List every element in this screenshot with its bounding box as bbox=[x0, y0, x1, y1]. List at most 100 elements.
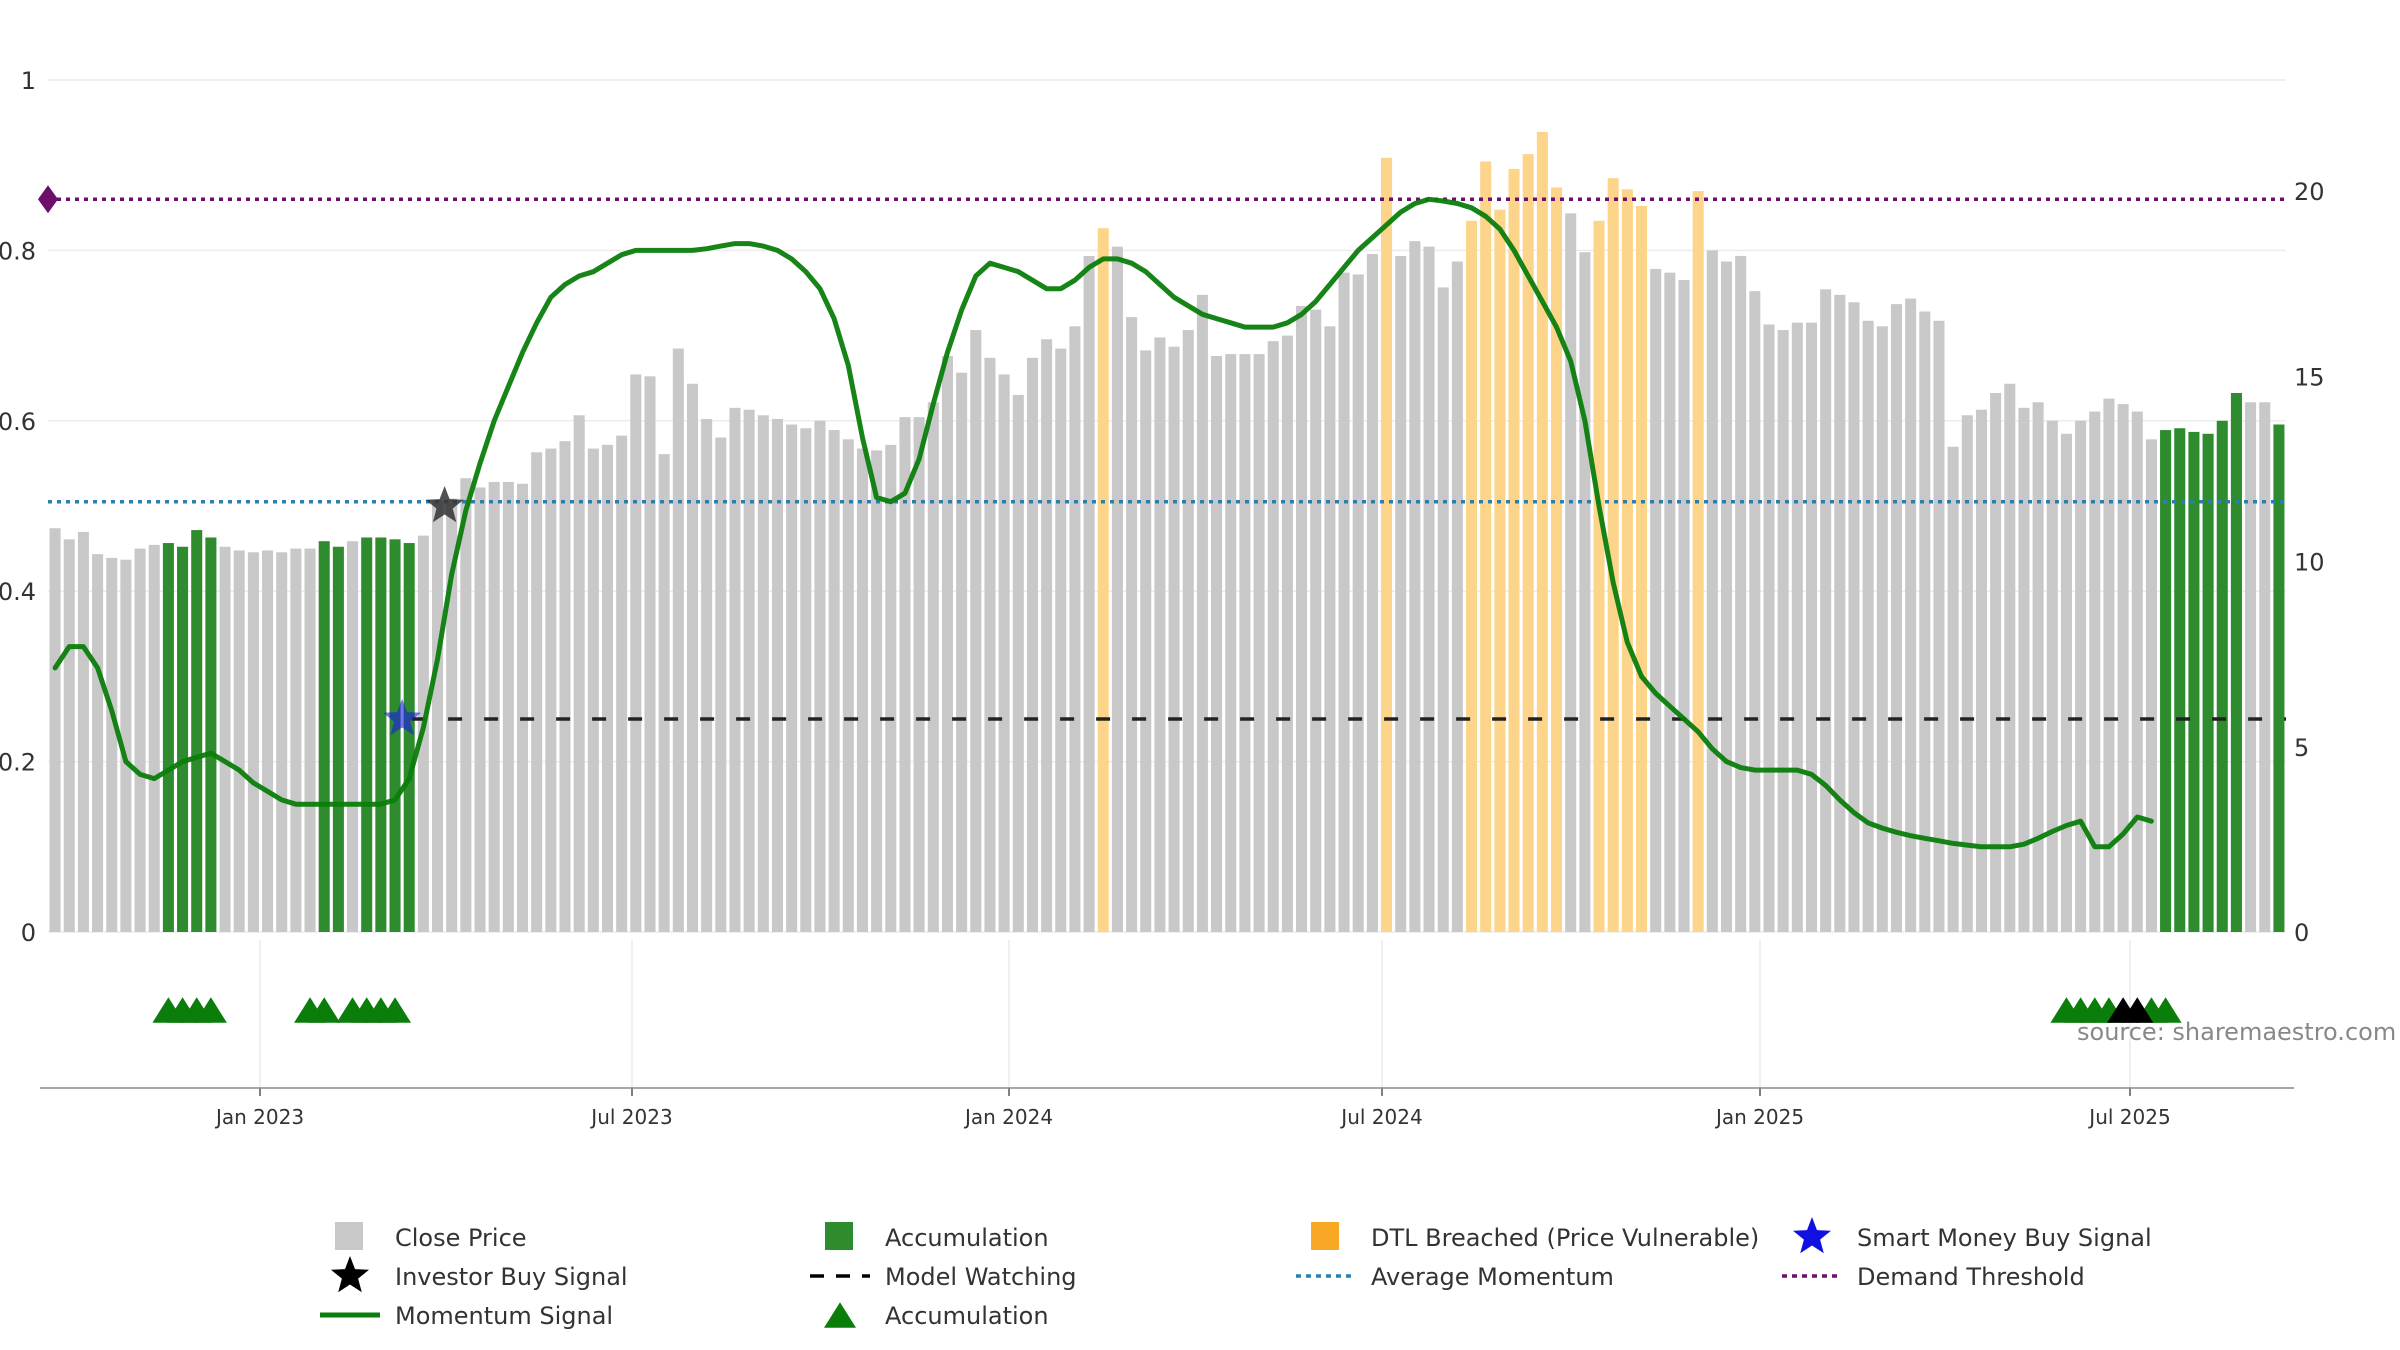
right-tick-label: 5 bbox=[2294, 734, 2309, 762]
price-bar-neutral bbox=[2060, 433, 2072, 932]
price-bar-neutral bbox=[1423, 246, 1435, 932]
price-bar-neutral bbox=[800, 428, 812, 932]
price-bar-accum bbox=[318, 541, 330, 932]
price-bar-neutral bbox=[1862, 320, 1874, 933]
markers-layer bbox=[152, 486, 2182, 1023]
left-tick-label: 0.2 bbox=[0, 749, 36, 777]
price-bar-neutral bbox=[842, 439, 854, 932]
price-bar-neutral bbox=[1253, 354, 1265, 933]
legend-triangle-accumulation bbox=[824, 1302, 856, 1328]
price-bar-neutral bbox=[1763, 324, 1775, 933]
price-bar-dtl bbox=[1508, 168, 1520, 932]
price-bar-neutral bbox=[1961, 415, 1973, 932]
price-bar-neutral bbox=[871, 450, 883, 932]
price-bar-neutral bbox=[913, 417, 925, 932]
left-tick-label: 0.4 bbox=[0, 578, 36, 606]
price-bar-neutral bbox=[1650, 268, 1662, 932]
price-bar-neutral bbox=[134, 548, 146, 932]
price-bar-dtl bbox=[1551, 187, 1563, 932]
price-bar-neutral bbox=[1154, 337, 1166, 933]
price-bar-neutral bbox=[970, 330, 982, 933]
price-bar-neutral bbox=[2245, 402, 2257, 932]
legend-label: Average Momentum bbox=[1371, 1263, 1614, 1291]
price-bar-accum bbox=[361, 537, 373, 932]
price-bar-neutral bbox=[2259, 402, 2271, 932]
legend-swatch-close-price bbox=[335, 1222, 363, 1250]
price-bar-dtl bbox=[1536, 131, 1548, 933]
price-bar-neutral bbox=[715, 437, 727, 932]
price-bar-accum bbox=[332, 546, 344, 932]
price-bar-neutral bbox=[474, 487, 486, 932]
price-bar-neutral bbox=[771, 418, 783, 932]
lines-layer bbox=[38, 185, 2286, 850]
right-tick-label: 20 bbox=[2294, 178, 2325, 206]
price-bar-neutral bbox=[1026, 357, 1038, 933]
price-bar-neutral bbox=[446, 498, 458, 932]
price-bar-neutral bbox=[630, 374, 642, 932]
price-bar-neutral bbox=[1805, 322, 1818, 933]
price-bar-neutral bbox=[262, 550, 274, 932]
price-bar-neutral bbox=[2046, 420, 2058, 932]
price-bar-neutral bbox=[743, 409, 755, 932]
price-bar-dtl bbox=[1097, 228, 1109, 932]
price-bar-dtl bbox=[1381, 157, 1393, 932]
price-bar-neutral bbox=[1069, 326, 1081, 933]
investor-buy-star bbox=[425, 486, 464, 523]
price-bar-neutral bbox=[1352, 274, 1364, 932]
price-bar-neutral bbox=[347, 541, 359, 932]
price-bar-neutral bbox=[1437, 287, 1449, 932]
price-bar-neutral bbox=[92, 554, 104, 932]
price-bar-neutral bbox=[1820, 289, 1832, 932]
x-tick-label: Jul 2024 bbox=[1339, 1105, 1422, 1129]
legend-label: Smart Money Buy Signal bbox=[1857, 1224, 2152, 1252]
legend-swatch-dtl bbox=[1311, 1222, 1339, 1250]
price-bar-neutral bbox=[1678, 280, 1690, 932]
price-bar-accum bbox=[2188, 431, 2200, 932]
price-bar-neutral bbox=[1834, 294, 1846, 932]
legend-item-accumulation_bar: Accumulation bbox=[825, 1222, 1049, 1252]
price-bar-dtl bbox=[1635, 205, 1648, 933]
price-bar-neutral bbox=[1012, 394, 1024, 932]
price-bar-neutral bbox=[1239, 354, 1251, 933]
price-bar-neutral bbox=[828, 430, 840, 932]
legend-item-dtl: DTL Breached (Price Vulnerable) bbox=[1311, 1222, 1759, 1252]
price-bar-neutral bbox=[2032, 402, 2044, 932]
price-bar-neutral bbox=[2117, 404, 2129, 932]
price-bar-neutral bbox=[2145, 439, 2157, 932]
bars-layer bbox=[49, 131, 2285, 933]
price-bar-neutral bbox=[927, 402, 939, 932]
legend-item-momentum: Momentum Signal bbox=[320, 1302, 613, 1330]
smart-money-buy-star bbox=[383, 699, 422, 736]
price-bar-neutral bbox=[1565, 213, 1577, 933]
price-bar-neutral bbox=[786, 424, 798, 932]
price-bar-neutral bbox=[998, 374, 1010, 932]
accumulation-marker bbox=[194, 997, 227, 1023]
price-bar-neutral bbox=[1041, 339, 1053, 933]
price-bar-neutral bbox=[545, 448, 557, 932]
price-bar-accum bbox=[2273, 424, 2285, 932]
price-bar-neutral bbox=[276, 552, 288, 932]
price-bar-accum bbox=[389, 539, 401, 932]
price-bar-accum bbox=[2230, 393, 2242, 932]
price-bar-neutral bbox=[644, 376, 656, 932]
price-bar-neutral bbox=[304, 548, 316, 932]
right-tick-label: 15 bbox=[2294, 363, 2325, 391]
price-bar-neutral bbox=[658, 454, 670, 932]
left-tick-label: 0 bbox=[21, 919, 36, 947]
legend-label: Investor Buy Signal bbox=[395, 1263, 628, 1291]
price-bar-neutral bbox=[432, 500, 444, 932]
left-tick-label: 1 bbox=[21, 67, 36, 95]
price-bar-neutral bbox=[77, 531, 89, 932]
demand-threshold-diamond bbox=[38, 185, 58, 214]
price-bar-neutral bbox=[2004, 383, 2016, 932]
accumulation-marker bbox=[379, 997, 412, 1023]
accumulation-marker bbox=[2149, 997, 2182, 1023]
legend-item-close_price: Close Price bbox=[335, 1222, 527, 1252]
legend-label: Close Price bbox=[395, 1224, 527, 1252]
price-bar-neutral bbox=[1196, 294, 1208, 932]
legend-label: Momentum Signal bbox=[395, 1302, 613, 1330]
price-bar-neutral bbox=[516, 483, 529, 932]
price-bar-neutral bbox=[587, 448, 599, 932]
